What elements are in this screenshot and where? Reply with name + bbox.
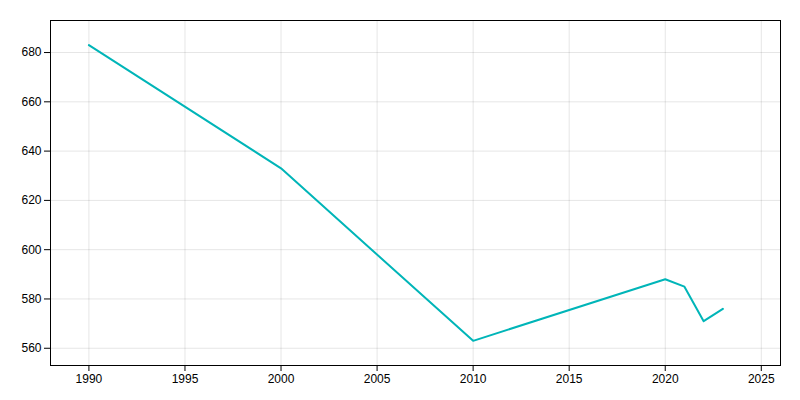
svg-text:2025: 2025	[748, 372, 775, 386]
svg-text:620: 620	[21, 193, 41, 207]
svg-text:2005: 2005	[364, 372, 391, 386]
svg-text:560: 560	[21, 341, 41, 355]
svg-text:640: 640	[21, 144, 41, 158]
svg-text:2010: 2010	[460, 372, 487, 386]
svg-text:680: 680	[21, 45, 41, 59]
svg-text:1990: 1990	[76, 372, 103, 386]
svg-text:600: 600	[21, 243, 41, 257]
svg-text:2020: 2020	[652, 372, 679, 386]
svg-text:1995: 1995	[172, 372, 199, 386]
svg-text:2015: 2015	[556, 372, 583, 386]
svg-text:2000: 2000	[268, 372, 295, 386]
svg-text:660: 660	[21, 95, 41, 109]
svg-text:580: 580	[21, 292, 41, 306]
